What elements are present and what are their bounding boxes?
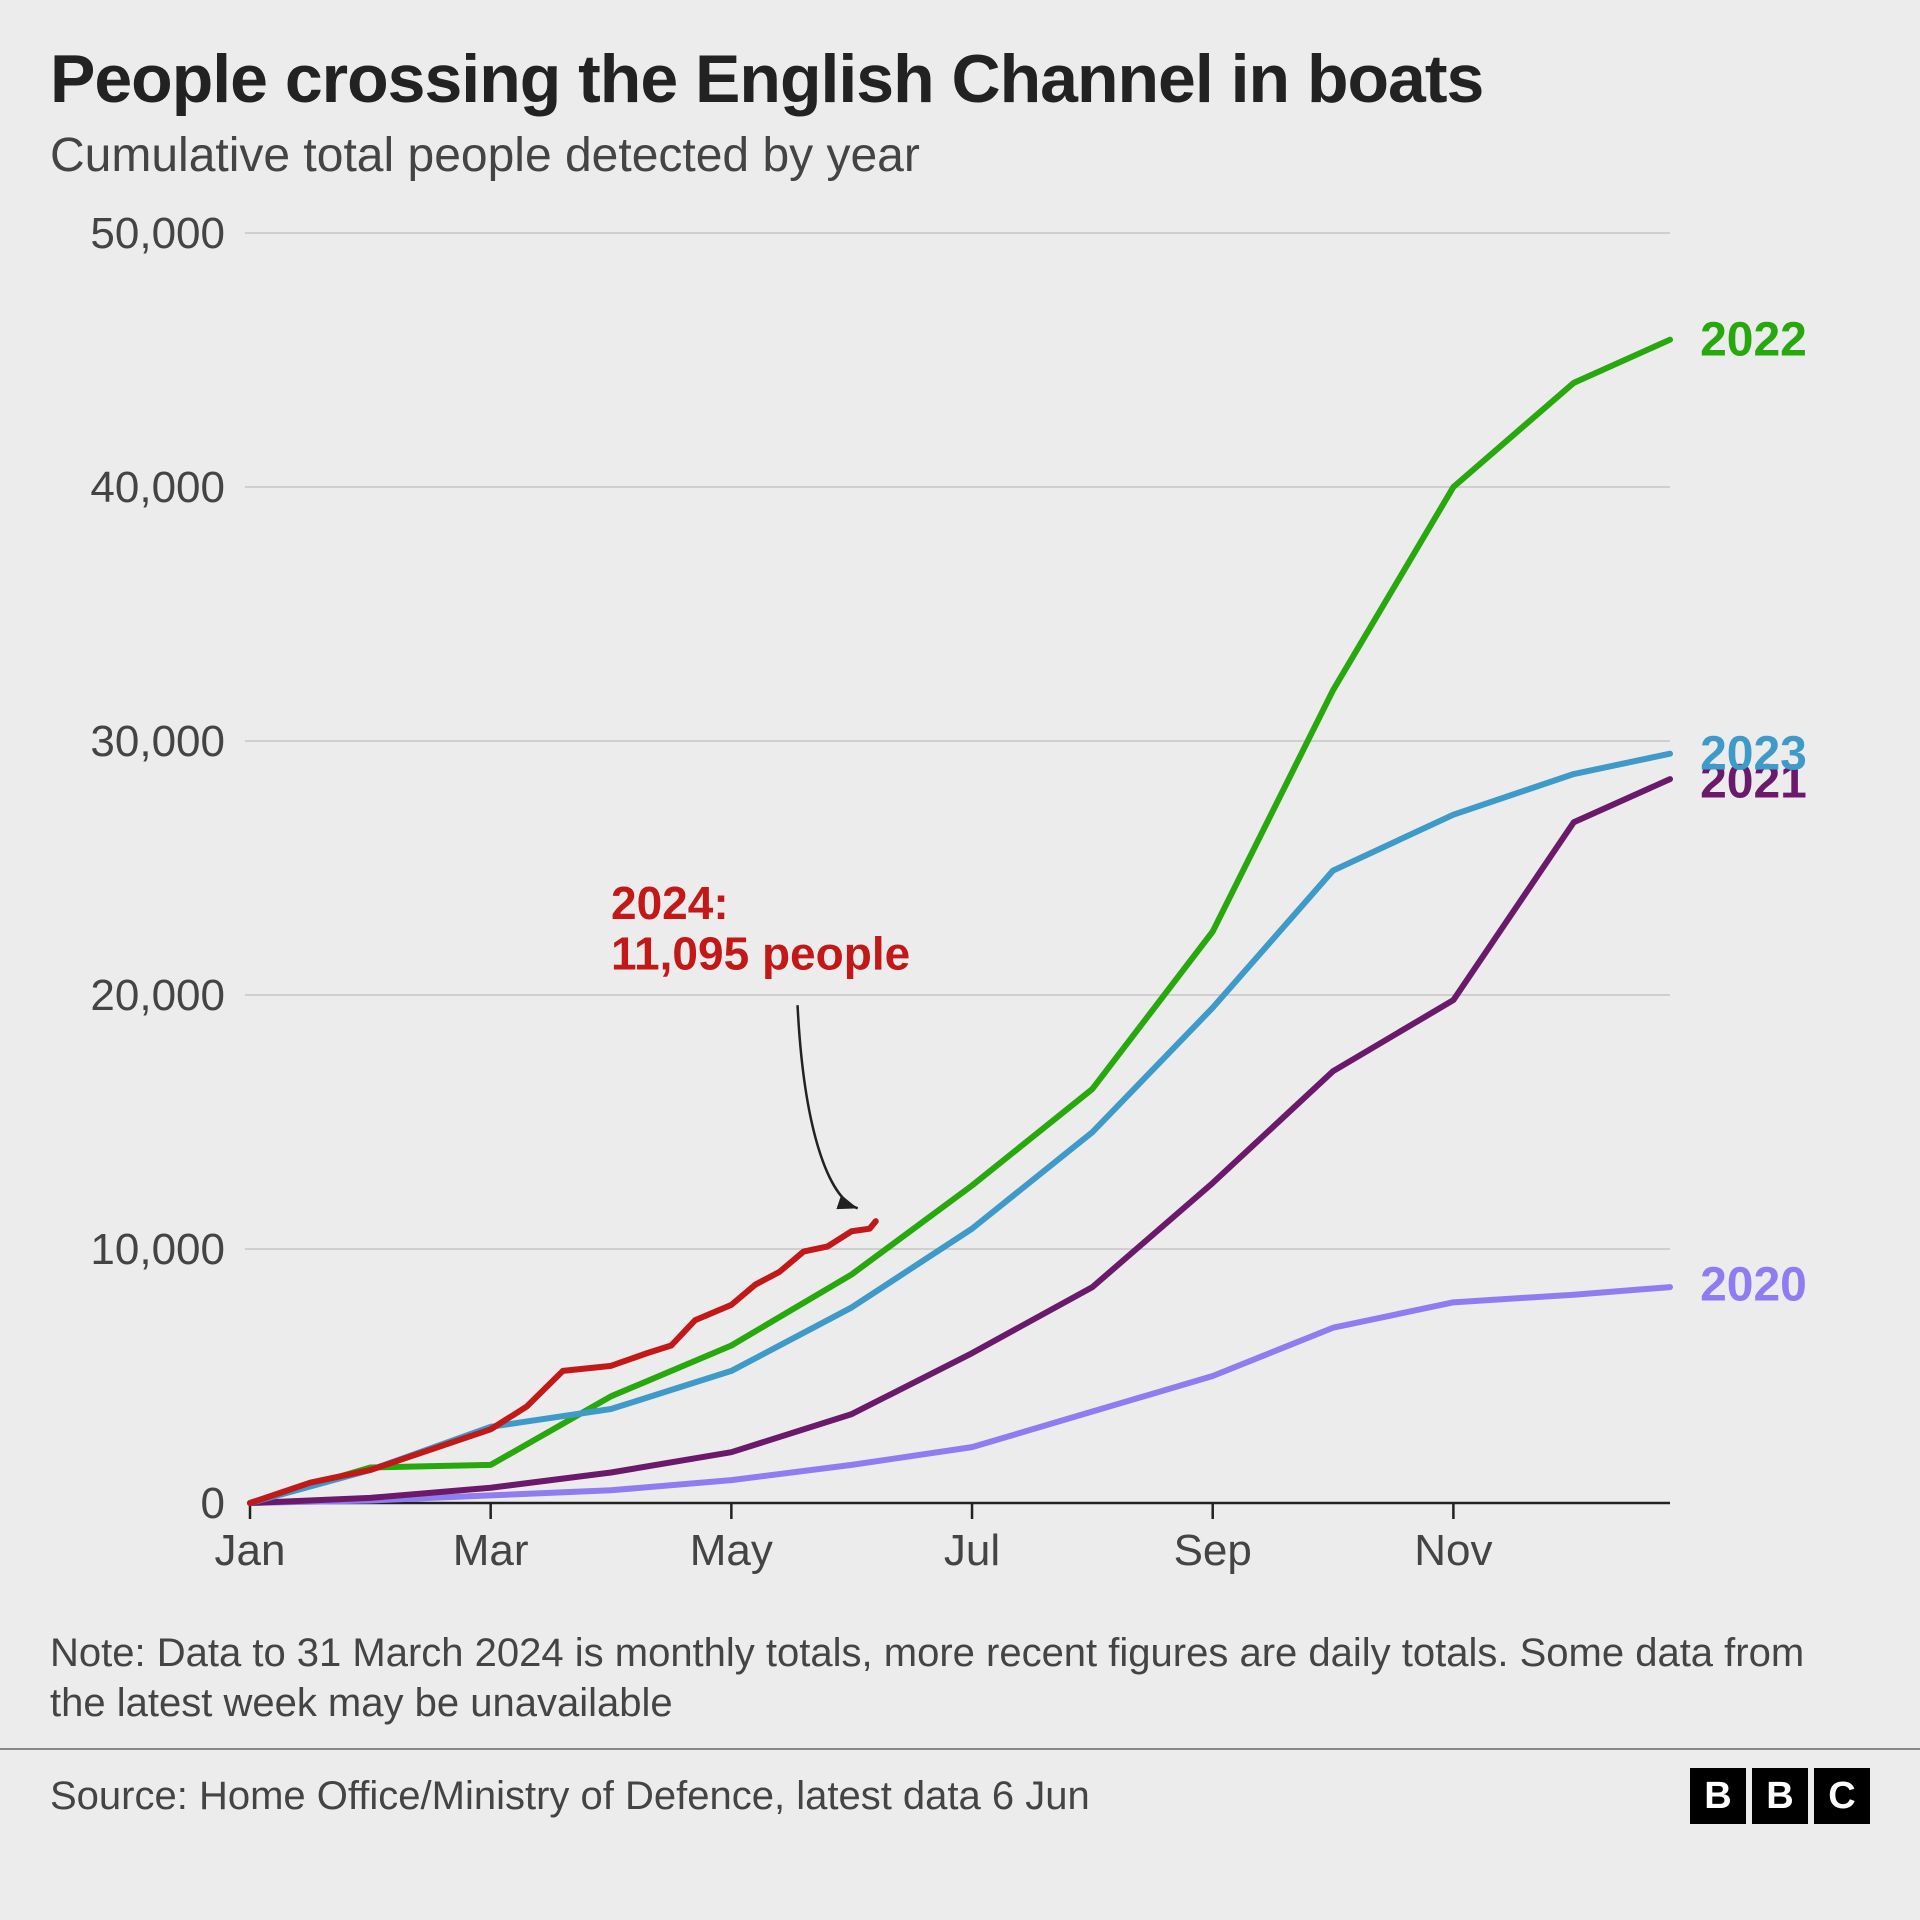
bbc-logo-b1: B: [1690, 1768, 1746, 1824]
line-chart-svg: 0 10,000 20,000 30,000 40,000 50,000 Jan Mar May…: [50, 203, 1870, 1603]
chart-plot-area: 0 10,000 20,000 30,000 40,000 50,000 Jan Mar May…: [50, 203, 1870, 1603]
bbc-logo-c: C: [1814, 1768, 1870, 1824]
bbc-logo-b2: B: [1752, 1768, 1808, 1824]
svg-text:10,000: 10,000: [90, 1225, 225, 1274]
svg-text:2024:11,095 people: 2024:11,095 people: [611, 877, 910, 980]
svg-text:Jul: Jul: [944, 1526, 1000, 1575]
chart-title: People crossing the English Channel in b…: [0, 0, 1920, 118]
svg-text:0: 0: [201, 1479, 225, 1528]
chart-container: People crossing the English Channel in b…: [0, 0, 1920, 1920]
svg-text:2020: 2020: [1700, 1259, 1807, 1312]
svg-text:50,000: 50,000: [90, 209, 225, 258]
chart-subtitle: Cumulative total people detected by year: [0, 118, 1920, 203]
svg-text:Nov: Nov: [1414, 1526, 1492, 1575]
bbc-logo: B B C: [1690, 1768, 1870, 1824]
svg-text:2023: 2023: [1700, 728, 1807, 781]
svg-text:30,000: 30,000: [90, 717, 225, 766]
chart-footer: Source: Home Office/Ministry of Defence,…: [0, 1748, 1920, 1824]
svg-text:40,000: 40,000: [90, 463, 225, 512]
svg-text:Sep: Sep: [1174, 1526, 1252, 1575]
svg-text:2022: 2022: [1700, 314, 1807, 367]
chart-source: Source: Home Office/Ministry of Defence,…: [50, 1774, 1090, 1819]
chart-note: Note: Data to 31 March 2024 is monthly t…: [0, 1603, 1920, 1748]
svg-text:Jan: Jan: [215, 1526, 286, 1575]
svg-text:May: May: [690, 1526, 773, 1575]
svg-text:Mar: Mar: [453, 1526, 529, 1575]
svg-text:20,000: 20,000: [90, 971, 225, 1020]
